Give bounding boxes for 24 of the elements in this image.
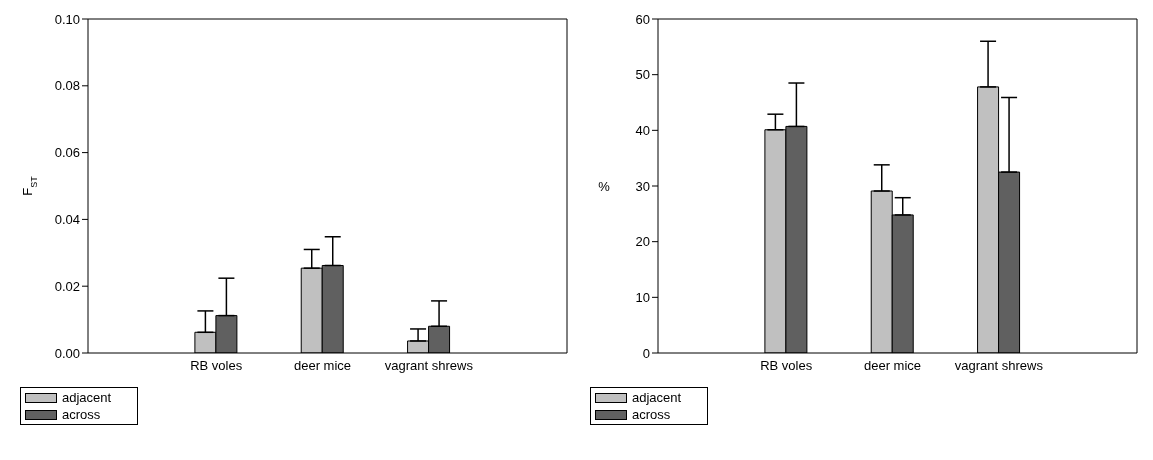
x-tick-label: RB voles [760, 358, 813, 374]
x-tick-label: vagrant shrews [954, 358, 1044, 374]
y-tick-label: 10 [635, 289, 650, 305]
y-tick-label: 40 [635, 122, 650, 138]
y-tick-label: 0.02 [54, 278, 80, 294]
y-tick-label: 0.10 [54, 11, 80, 27]
x-tick-label: deer mice [293, 358, 352, 374]
legend-label: adjacent [62, 390, 112, 405]
y-axis-title: % [598, 179, 611, 194]
legend-label: across [632, 407, 671, 422]
y-tick-label: 0.00 [54, 345, 80, 361]
y-tick-label: 30 [635, 178, 650, 194]
y-tick-label: 50 [635, 67, 650, 83]
legend-label: across [62, 407, 101, 422]
y-tick-label: 0.04 [54, 212, 80, 228]
y-tick-label: 20 [635, 234, 650, 250]
y-tick-label: 0.08 [54, 78, 80, 94]
y-tick-label: 0 [642, 345, 650, 361]
y-tick-label: 60 [635, 11, 650, 27]
x-tick-label: deer mice [863, 358, 922, 374]
legend-label: adjacent [632, 390, 682, 405]
x-tick-label: RB voles [190, 358, 243, 374]
y-tick-label: 0.06 [54, 145, 80, 161]
x-tick-label: vagrant shrews [384, 358, 474, 374]
